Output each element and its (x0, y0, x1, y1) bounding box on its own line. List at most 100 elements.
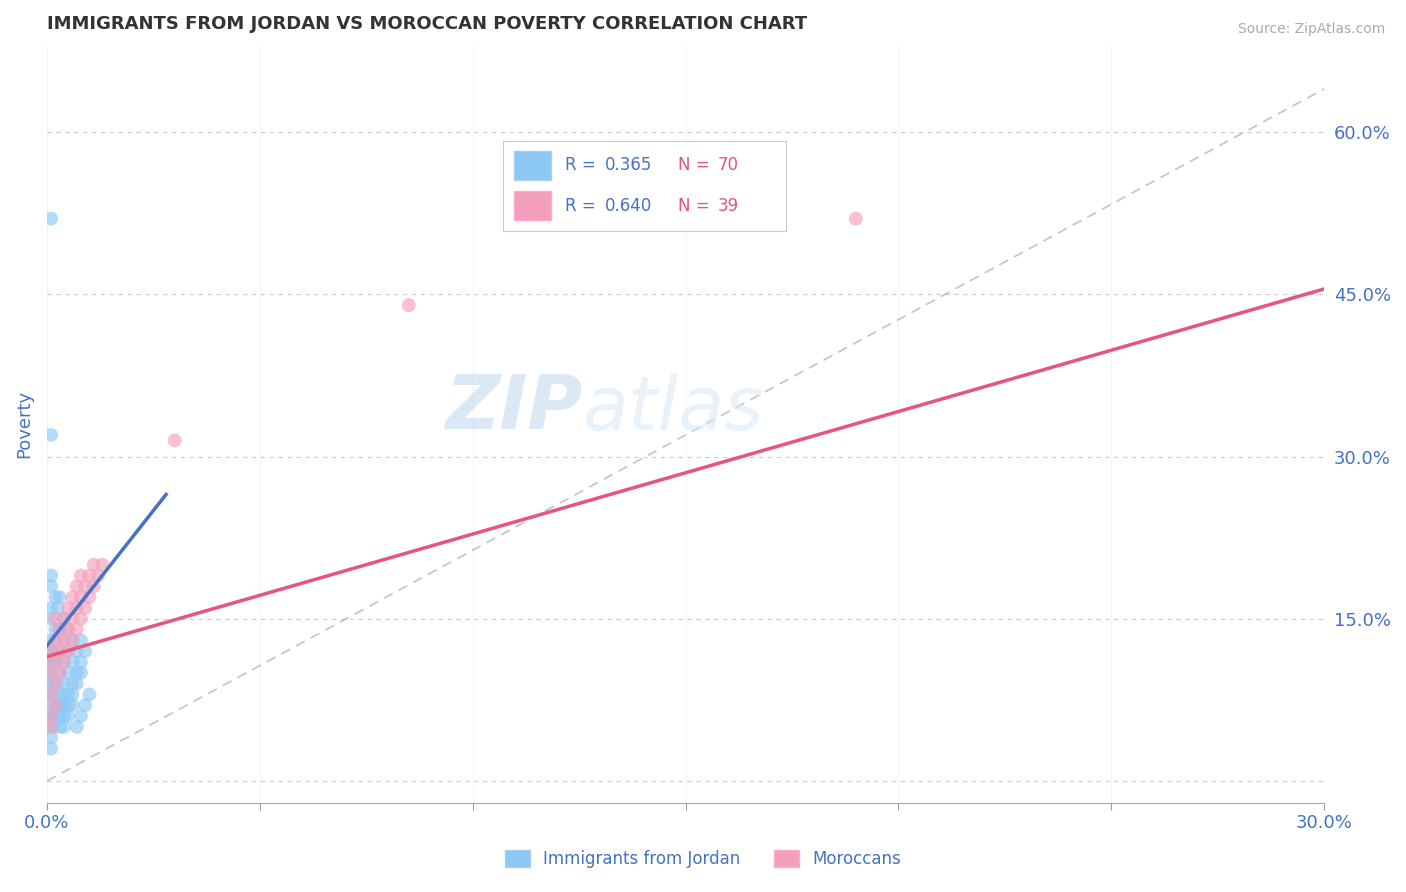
Text: R =: R = (565, 196, 600, 215)
Point (62, 688, 84, 702)
Point (62, 633, 84, 648)
Point (56, 623, 79, 637)
Point (39, 601, 62, 615)
Point (37, 676, 59, 690)
Point (44, 655, 66, 669)
Point (70, 568, 93, 582)
Point (75, 644, 97, 658)
Point (52, 633, 75, 648)
Text: 39: 39 (718, 196, 740, 215)
Point (44, 623, 66, 637)
Point (70, 633, 93, 648)
Point (52, 720, 75, 734)
Text: N =: N = (678, 196, 716, 215)
Point (52, 612, 75, 626)
Point (44, 590, 66, 604)
Point (52, 655, 75, 669)
Point (83, 558, 105, 572)
Point (56, 644, 79, 658)
Point (62, 590, 84, 604)
Point (52, 698, 75, 713)
Point (70, 665, 93, 680)
Point (48, 623, 70, 637)
Point (52, 612, 75, 626)
Point (79, 590, 101, 604)
Point (48, 688, 70, 702)
Point (38, 709, 60, 723)
Point (66, 665, 89, 680)
Point (52, 676, 75, 690)
Text: IMMIGRANTS FROM JORDAN VS MOROCCAN POVERTY CORRELATION CHART: IMMIGRANTS FROM JORDAN VS MOROCCAN POVER… (46, 15, 807, 33)
Point (44, 698, 66, 713)
Point (39, 665, 62, 680)
Point (39, 568, 62, 582)
Point (75, 698, 97, 713)
Text: Source: ZipAtlas.com: Source: ZipAtlas.com (1237, 22, 1385, 37)
Point (46, 601, 69, 615)
Point (44, 633, 66, 648)
Text: R =: R = (565, 156, 600, 175)
Point (39, 720, 62, 734)
Point (62, 612, 84, 626)
FancyBboxPatch shape (515, 192, 551, 220)
Text: N =: N = (678, 156, 716, 175)
Point (42, 720, 65, 734)
Point (42, 676, 65, 690)
Point (48, 720, 70, 734)
Point (44, 633, 66, 648)
Point (44, 709, 66, 723)
Text: ZIP: ZIP (446, 373, 583, 445)
Point (39, 644, 62, 658)
Point (87, 568, 110, 582)
Point (39, 741, 62, 756)
Point (44, 698, 66, 713)
Point (48, 644, 70, 658)
Point (56, 601, 79, 615)
Point (52, 688, 75, 702)
Point (48, 709, 70, 723)
Text: 0.640: 0.640 (605, 196, 652, 215)
Point (48, 665, 70, 680)
Point (70, 612, 93, 626)
Point (48, 665, 70, 680)
Legend: Immigrants from Jordan, Moroccans: Immigrants from Jordan, Moroccans (498, 843, 908, 875)
Text: 0.365: 0.365 (605, 156, 652, 175)
Point (62, 676, 84, 690)
Point (70, 655, 93, 669)
Point (56, 709, 79, 723)
Text: 70: 70 (718, 156, 740, 175)
Point (39, 731, 62, 745)
Point (66, 676, 89, 690)
Point (70, 709, 93, 723)
Point (62, 655, 84, 669)
Point (46, 676, 69, 690)
Point (37, 665, 59, 680)
Point (79, 568, 101, 582)
Point (38, 720, 60, 734)
Point (38, 688, 60, 702)
Point (48, 698, 70, 713)
Point (62, 633, 84, 648)
Point (56, 688, 79, 702)
Point (91, 558, 114, 572)
Point (44, 612, 66, 626)
Point (44, 676, 66, 690)
Point (70, 590, 93, 604)
Point (38, 665, 60, 680)
Point (75, 579, 97, 593)
Point (39, 428, 62, 442)
Point (66, 623, 89, 637)
Point (845, 211, 868, 226)
Point (56, 644, 79, 658)
Point (75, 601, 97, 615)
Text: atlas: atlas (583, 373, 765, 445)
Point (39, 709, 62, 723)
Point (52, 709, 75, 723)
Point (56, 665, 79, 680)
Point (66, 579, 89, 593)
Point (163, 434, 186, 448)
Point (39, 644, 62, 658)
Y-axis label: Poverty: Poverty (15, 390, 32, 458)
Point (39, 709, 62, 723)
Point (56, 623, 79, 637)
